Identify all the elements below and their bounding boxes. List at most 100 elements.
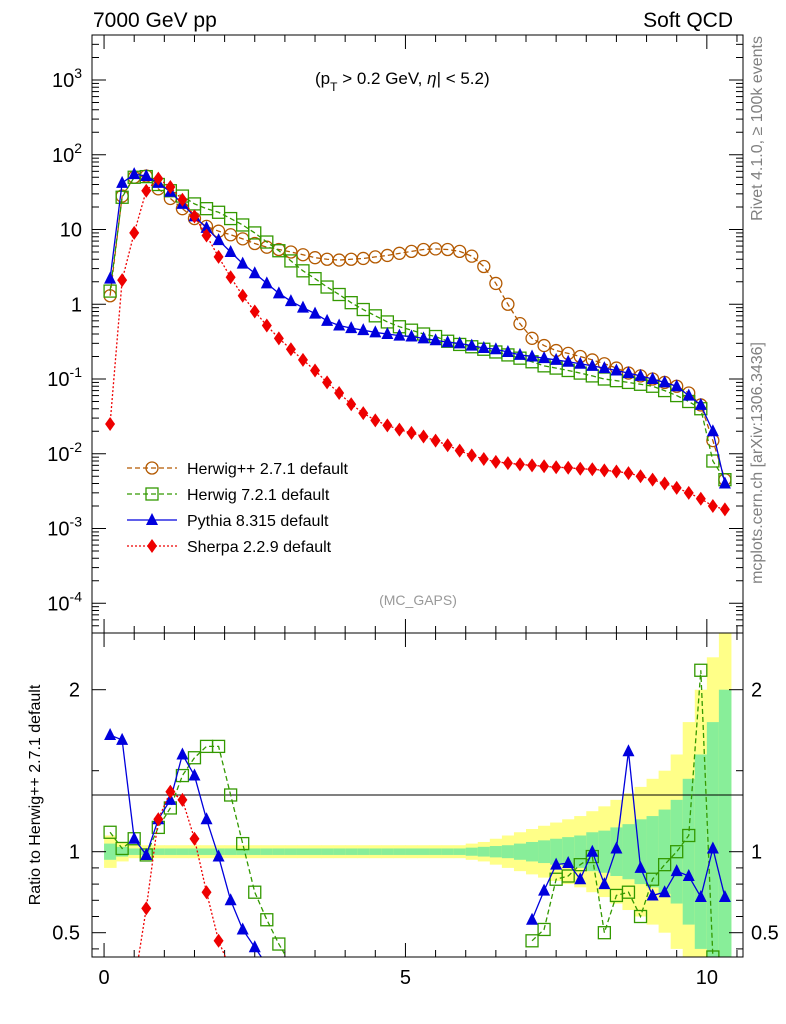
ratio-point xyxy=(562,856,575,869)
ratio-line xyxy=(109,745,288,957)
band-inner xyxy=(465,847,479,856)
series-3 xyxy=(105,171,730,517)
series-line xyxy=(109,173,726,484)
data-point xyxy=(707,499,718,514)
band-inner xyxy=(296,848,310,855)
data-point xyxy=(248,266,261,279)
data-point xyxy=(369,325,382,338)
data-point xyxy=(212,233,225,246)
data-point xyxy=(465,338,478,351)
ratio-point xyxy=(104,728,117,741)
header-left: 7000 GeV pp xyxy=(93,9,217,32)
band-inner xyxy=(670,799,684,904)
data-point xyxy=(284,245,298,259)
ratio-point xyxy=(187,751,202,765)
data-point xyxy=(381,327,394,339)
data-point xyxy=(430,433,441,448)
data-point xyxy=(165,180,176,195)
legend-label: Herwig++ 2.7.1 default xyxy=(187,461,349,478)
data-point xyxy=(550,352,563,365)
ratio-point xyxy=(248,885,262,899)
data-point xyxy=(586,358,599,371)
data-point xyxy=(284,254,298,268)
ratio-point xyxy=(633,909,648,924)
data-point xyxy=(346,397,357,412)
data-point xyxy=(429,333,442,346)
band-inner xyxy=(538,840,551,864)
data-point xyxy=(368,309,382,323)
data-point xyxy=(261,318,272,333)
band-inner xyxy=(658,809,672,894)
data-point xyxy=(477,259,491,274)
band-inner xyxy=(248,848,262,855)
data-point xyxy=(284,294,297,307)
ratio-point xyxy=(670,845,684,859)
data-point xyxy=(622,366,635,379)
band-inner xyxy=(562,837,575,867)
data-point xyxy=(223,228,238,242)
data-point xyxy=(525,331,539,345)
ratio-point xyxy=(550,857,563,870)
ratio-point xyxy=(682,828,696,843)
data-point xyxy=(260,276,273,289)
ratio-point xyxy=(645,872,660,886)
ratio-point xyxy=(140,847,153,860)
ratio-point xyxy=(694,663,708,677)
ratio-point xyxy=(165,784,176,799)
data-point xyxy=(103,284,117,298)
ratio-point xyxy=(141,901,152,916)
data-point xyxy=(200,220,213,233)
ratio-point xyxy=(248,940,261,953)
data-point xyxy=(224,245,237,258)
legend-label: Herwig 7.2.1 default xyxy=(187,487,330,504)
legend-label: Sherpa 2.2.9 default xyxy=(187,539,332,556)
data-point xyxy=(104,271,117,284)
band-inner xyxy=(236,848,250,855)
data-point xyxy=(635,469,646,484)
data-point xyxy=(394,422,405,437)
ratio-point xyxy=(153,812,164,827)
band-inner xyxy=(477,846,491,857)
data-point xyxy=(333,318,346,331)
ratio-point xyxy=(622,744,635,757)
ratio-y-tick-label: 1 xyxy=(69,842,80,864)
band-inner xyxy=(260,848,274,855)
legend-label: Pythia 8.315 default xyxy=(187,513,329,530)
data-point xyxy=(563,460,574,475)
data-point xyxy=(201,228,212,243)
data-point xyxy=(153,171,164,186)
band-inner xyxy=(622,824,635,880)
ratio-point xyxy=(164,792,177,805)
ratio-point xyxy=(212,849,225,862)
ratio-point xyxy=(670,864,683,877)
data-point xyxy=(406,425,417,440)
data-point xyxy=(683,485,694,500)
band-inner xyxy=(152,848,165,855)
x-tick-label: 10 xyxy=(696,967,718,989)
data-point xyxy=(454,443,465,458)
band-inner xyxy=(357,848,370,855)
data-point xyxy=(659,476,670,491)
series-line xyxy=(109,177,726,511)
legend-marker xyxy=(145,487,159,501)
y-tick-label: 10 xyxy=(60,220,82,242)
data-point xyxy=(285,342,296,357)
data-point xyxy=(647,472,658,487)
data-point xyxy=(405,329,418,342)
ratio-point xyxy=(116,732,129,745)
band-inner xyxy=(393,848,406,855)
ratio-point xyxy=(706,841,719,854)
data-point xyxy=(140,168,153,181)
data-point xyxy=(646,372,659,385)
band-inner xyxy=(284,848,298,855)
ratio-y-tick-label: 0.5 xyxy=(52,923,80,945)
band-inner xyxy=(550,838,563,865)
band-inner xyxy=(429,848,443,855)
ratio-point xyxy=(634,860,647,873)
ratio-line xyxy=(109,734,263,957)
ratio-point xyxy=(200,812,213,825)
data-point xyxy=(718,476,731,489)
data-point xyxy=(490,454,501,469)
ratio-ylabel: Ratio to Herwig++ 2.7.1 default xyxy=(27,684,44,905)
ratio-point xyxy=(201,885,212,900)
